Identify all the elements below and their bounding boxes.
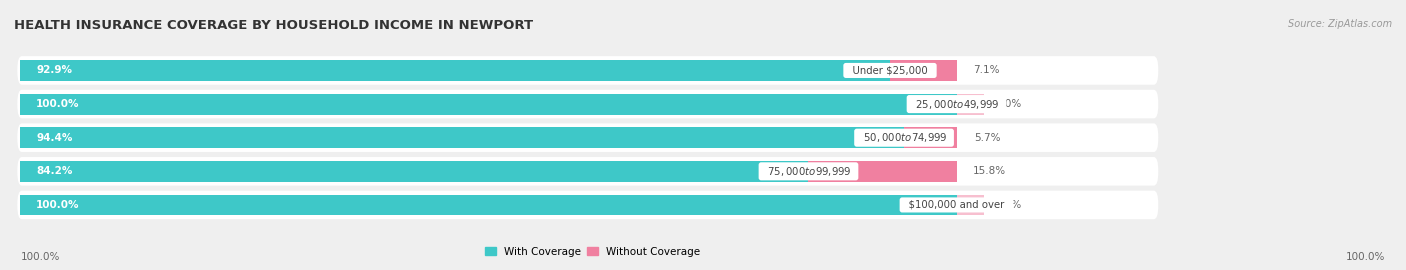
Text: 15.8%: 15.8% [973,166,1007,176]
Text: Under $25,000: Under $25,000 [846,65,934,75]
Text: 0.0%: 0.0% [995,99,1021,109]
Text: Source: ZipAtlas.com: Source: ZipAtlas.com [1288,19,1392,29]
Bar [20,161,808,182]
Text: 100.0%: 100.0% [21,252,60,262]
Bar [956,194,984,215]
Text: 0.0%: 0.0% [995,200,1021,210]
Text: $25,000 to $49,999: $25,000 to $49,999 [910,97,1004,111]
Text: $100,000 and over: $100,000 and over [903,200,1011,210]
Bar [808,161,956,182]
Text: 100.0%: 100.0% [1346,252,1385,262]
Text: HEALTH INSURANCE COVERAGE BY HOUSEHOLD INCOME IN NEWPORT: HEALTH INSURANCE COVERAGE BY HOUSEHOLD I… [14,19,533,32]
FancyBboxPatch shape [17,56,1159,85]
Bar [20,127,904,148]
Bar [904,127,957,148]
Text: $75,000 to $99,999: $75,000 to $99,999 [761,165,856,178]
Text: 92.9%: 92.9% [37,65,72,75]
Bar [20,94,956,114]
FancyBboxPatch shape [17,90,1159,118]
Text: 94.4%: 94.4% [37,133,73,143]
Bar [20,194,956,215]
Text: 100.0%: 100.0% [37,99,80,109]
Bar [890,60,956,81]
FancyBboxPatch shape [17,123,1159,152]
Text: 5.7%: 5.7% [974,133,1001,143]
Text: 100.0%: 100.0% [37,200,80,210]
Legend: With Coverage, Without Coverage: With Coverage, Without Coverage [481,242,704,261]
Text: $50,000 to $74,999: $50,000 to $74,999 [856,131,952,144]
Bar [20,60,890,81]
Bar [956,94,984,114]
FancyBboxPatch shape [17,157,1159,185]
Text: 84.2%: 84.2% [37,166,73,176]
FancyBboxPatch shape [17,191,1159,219]
Text: 7.1%: 7.1% [973,65,1000,75]
